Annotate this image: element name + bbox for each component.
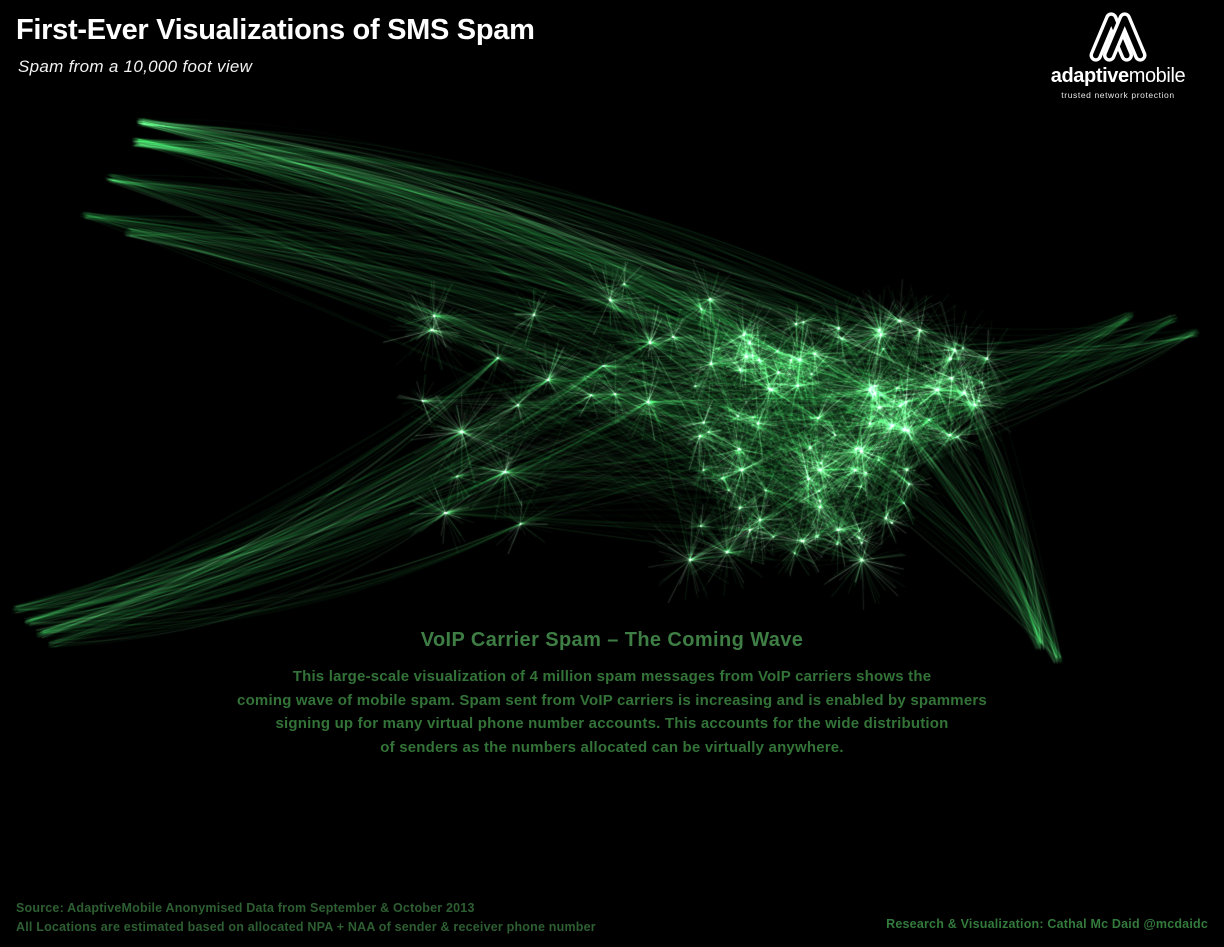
callout: VoIP Carrier Spam – The Coming Wave This… bbox=[0, 629, 1224, 759]
source-line-1: Source: AdaptiveMobile Anonymised Data f… bbox=[16, 901, 475, 915]
callout-body-line: signing up for many virtual phone number… bbox=[275, 715, 949, 732]
callout-body-line: This large-scale visualization of 4 mill… bbox=[292, 668, 932, 685]
adaptivemobile-logo: adaptivemobile trusted network protectio… bbox=[1038, 8, 1198, 100]
logo-word-adaptive: adaptive bbox=[1050, 65, 1129, 87]
callout-body: This large-scale visualization of 4 mill… bbox=[0, 665, 1224, 759]
header: First-Ever Visualizations of SMS Spam Sp… bbox=[16, 14, 535, 77]
logo-tagline: trusted network protection bbox=[1061, 90, 1175, 100]
footer-source: Source: AdaptiveMobile Anonymised Data f… bbox=[16, 899, 596, 936]
adaptivemobile-logo-mark-icon bbox=[1089, 12, 1147, 62]
footer-credit: Research & Visualization: Cathal Mc Daid… bbox=[886, 917, 1208, 931]
logo-word-mobile: mobile bbox=[1128, 65, 1186, 87]
logo-wordmark: adaptivemobile bbox=[1038, 66, 1198, 86]
callout-heading: VoIP Carrier Spam – The Coming Wave bbox=[420, 629, 804, 651]
callout-body-line: of senders as the numbers allocated can … bbox=[380, 738, 844, 756]
page-title: First-Ever Visualizations of SMS Spam bbox=[16, 14, 535, 46]
page-subtitle: Spam from a 10,000 foot view bbox=[18, 57, 253, 76]
callout-body-line: coming wave of mobile spam. Spam sent fr… bbox=[237, 691, 987, 709]
source-line-2: All Locations are estimated based on all… bbox=[16, 919, 596, 934]
